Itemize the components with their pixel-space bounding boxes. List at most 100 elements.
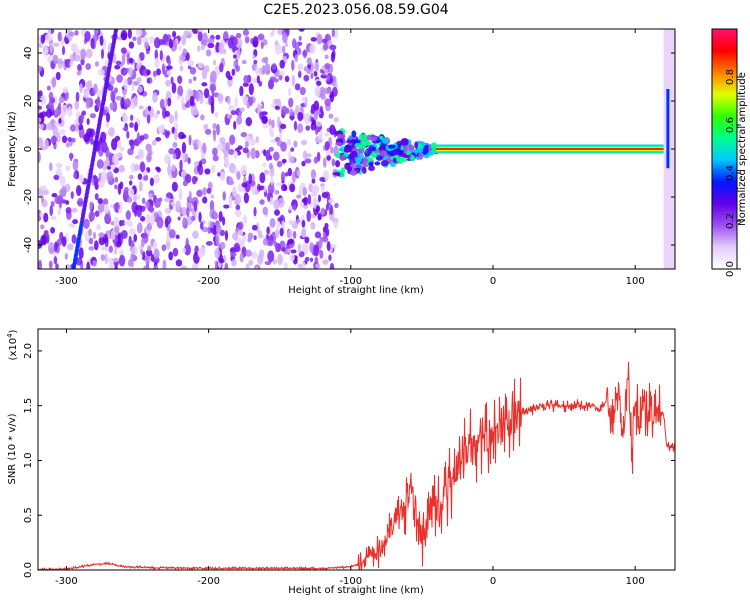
noise-blob — [152, 241, 158, 250]
noise-blob — [297, 123, 304, 134]
noise-blob — [310, 72, 314, 79]
noise-blob — [279, 59, 286, 69]
noise-blob — [167, 164, 172, 176]
noise-blob — [147, 149, 153, 156]
noise-blob — [314, 256, 319, 264]
noise-blob — [224, 262, 229, 269]
noise-blob — [264, 56, 269, 64]
noise-blob — [241, 60, 247, 65]
noise-blob — [205, 241, 213, 246]
noise-blob — [262, 162, 267, 168]
noise-blob — [255, 65, 259, 76]
noise-blob — [109, 103, 114, 111]
noise-blob — [333, 29, 339, 40]
noise-blob — [85, 63, 92, 71]
noise-blob — [331, 158, 336, 167]
noise-blob — [114, 249, 118, 255]
noise-blob — [81, 110, 87, 116]
noise-blob — [77, 197, 84, 207]
noise-blob — [116, 74, 123, 83]
noise-blob — [271, 29, 275, 36]
noise-blob — [248, 259, 254, 266]
noise-blob — [120, 230, 128, 239]
x-tick-label: -300 — [55, 276, 78, 287]
noise-blob — [111, 257, 119, 263]
noise-blob — [119, 146, 125, 152]
colorbar-tick-label: 0.2 — [725, 213, 736, 229]
noise-blob — [80, 48, 86, 60]
noise-blob — [288, 156, 295, 164]
x-tick-label: -200 — [197, 276, 220, 287]
noise-blob — [258, 185, 265, 191]
noise-blob — [70, 191, 74, 199]
noise-blob — [268, 118, 272, 126]
noise-blob — [76, 184, 82, 197]
transition-blob — [368, 165, 375, 172]
noise-blob — [255, 265, 259, 269]
transition-blob — [370, 136, 378, 141]
noise-blob — [267, 183, 275, 194]
noise-blob — [231, 46, 239, 51]
noise-blob — [254, 190, 260, 195]
noise-blob — [196, 29, 204, 32]
noise-blob — [292, 171, 296, 184]
noise-blob — [231, 259, 237, 267]
noise-blob — [115, 95, 123, 101]
noise-blob — [68, 223, 74, 228]
noise-blob — [89, 113, 96, 119]
noise-blob — [203, 88, 210, 99]
noise-blob — [117, 233, 121, 245]
noise-blob — [114, 87, 118, 94]
transition-blob — [379, 150, 388, 157]
noise-blob — [326, 155, 331, 161]
transition-blob — [414, 149, 421, 153]
noise-blob — [289, 115, 295, 120]
noise-blob — [212, 130, 217, 142]
noise-blob — [309, 43, 316, 55]
noise-blob — [316, 138, 323, 143]
noise-blob — [164, 208, 170, 214]
noise-blob — [71, 207, 78, 213]
noise-blob — [78, 174, 85, 184]
transition-blob — [354, 164, 363, 168]
noise-blob — [253, 235, 257, 241]
noise-blob — [121, 53, 126, 66]
noise-blob — [86, 118, 90, 125]
transition-blob — [364, 139, 370, 146]
noise-blob — [296, 169, 301, 177]
noise-blob — [290, 147, 295, 152]
noise-blob — [197, 62, 204, 69]
noise-blob — [277, 197, 285, 208]
noise-blob — [297, 63, 304, 71]
noise-blob — [218, 42, 224, 55]
x-tick-label: 100 — [626, 276, 645, 287]
noise-blob — [117, 140, 122, 149]
noise-blob — [298, 185, 302, 198]
noise-blob — [323, 42, 329, 51]
noise-blob — [136, 132, 141, 144]
transition-blob — [371, 146, 376, 152]
noise-blob — [269, 197, 274, 206]
noise-blob — [293, 120, 298, 131]
noise-blob — [71, 137, 76, 143]
noise-blob — [139, 215, 146, 222]
transition-blob — [387, 144, 396, 149]
heatmap-area — [38, 29, 675, 269]
noise-blob — [124, 98, 131, 108]
noise-blob — [284, 75, 290, 83]
noise-blob — [68, 31, 75, 37]
noise-blob — [171, 126, 176, 134]
noise-blob — [214, 111, 219, 118]
y-tick-label: 40 — [23, 47, 34, 60]
noise-blob — [239, 252, 244, 263]
noise-blob — [177, 85, 184, 97]
noise-blob — [53, 42, 60, 47]
noise-blob — [212, 154, 219, 162]
noise-blob — [100, 171, 108, 183]
noise-blob — [172, 142, 178, 148]
noise-blob — [235, 32, 242, 39]
noise-blob — [317, 212, 322, 221]
noise-blob — [138, 105, 144, 110]
noise-blob — [313, 244, 320, 257]
noise-blob — [236, 115, 243, 125]
